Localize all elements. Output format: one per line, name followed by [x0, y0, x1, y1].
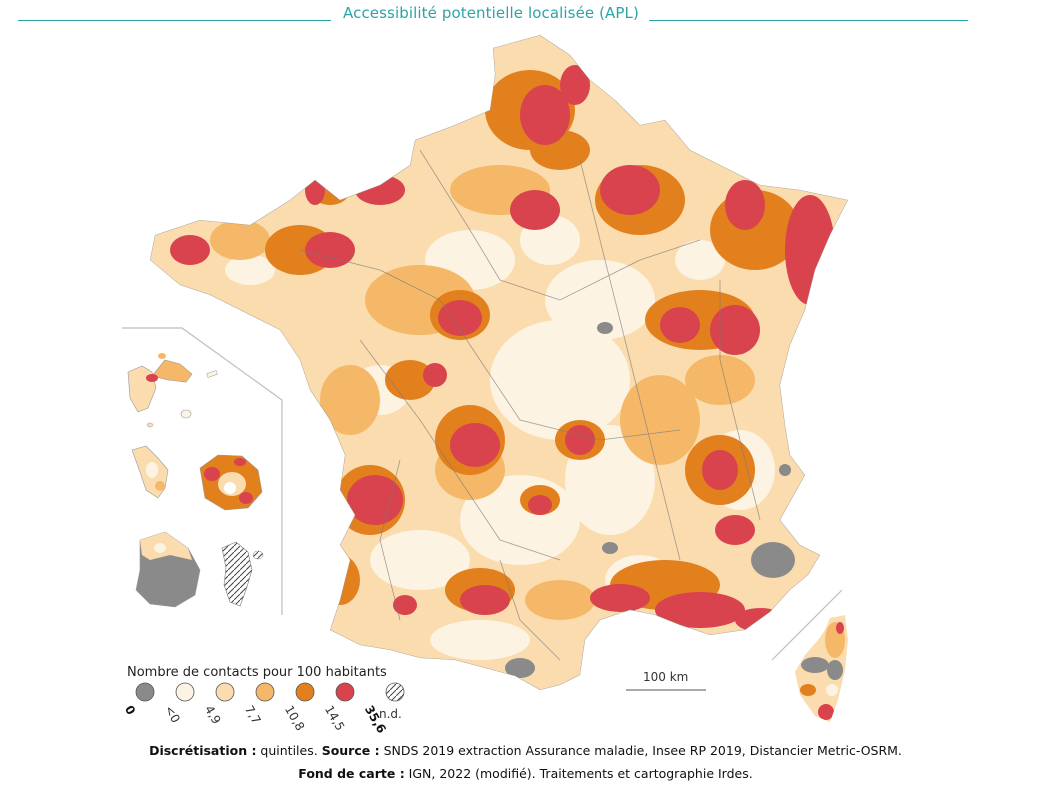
footer-basemap-text: IGN, 2022 (modifié). Traitements et cart… [404, 766, 753, 781]
legend-title: Nombre de contacts pour 100 habitants [127, 665, 387, 680]
legend-swatch-2 [215, 682, 235, 702]
footer-line-1: Discrétisation : quintiles. Source : SND… [0, 743, 1051, 758]
footer-line-2: Fond de carte : IGN, 2022 (modifié). Tra… [0, 766, 1051, 781]
footer-basemap-label: Fond de carte : [298, 766, 405, 781]
legend-swatch-1 [175, 682, 195, 702]
footer-source-text: SNDS 2019 extraction Assurance maladie, … [379, 743, 902, 758]
martinique [131, 445, 169, 499]
corsica [795, 615, 848, 722]
legend-nd-label: n.d. [379, 707, 402, 721]
corsica-separator-line [771, 589, 843, 661]
title-row: Accessibilité potentielle localisée (APL… [18, 4, 968, 28]
map-title: Accessibilité potentielle localisée (APL… [343, 4, 639, 22]
scale-label: 100 km [643, 670, 689, 684]
legend-swatch-4 [295, 682, 315, 702]
legend-swatch-0 [135, 682, 155, 702]
footer-discretisation-text: quintiles. [256, 743, 322, 758]
legend-swatch-3 [255, 682, 275, 702]
mayotte [221, 541, 264, 607]
legend-swatches [135, 682, 355, 702]
title-rule-left [18, 20, 331, 21]
footer-source-label: Source : [321, 743, 380, 758]
legend-swatch-nd [385, 682, 405, 702]
legend-swatch-5 [335, 682, 355, 702]
la-reunion [199, 454, 263, 511]
title-rule-right [649, 20, 968, 21]
guyane [135, 531, 201, 608]
footer-discretisation-label: Discrétisation : [149, 743, 257, 758]
guadeloupe [127, 353, 218, 428]
inset-separator-line [122, 327, 283, 615]
mainland-france [150, 35, 848, 690]
